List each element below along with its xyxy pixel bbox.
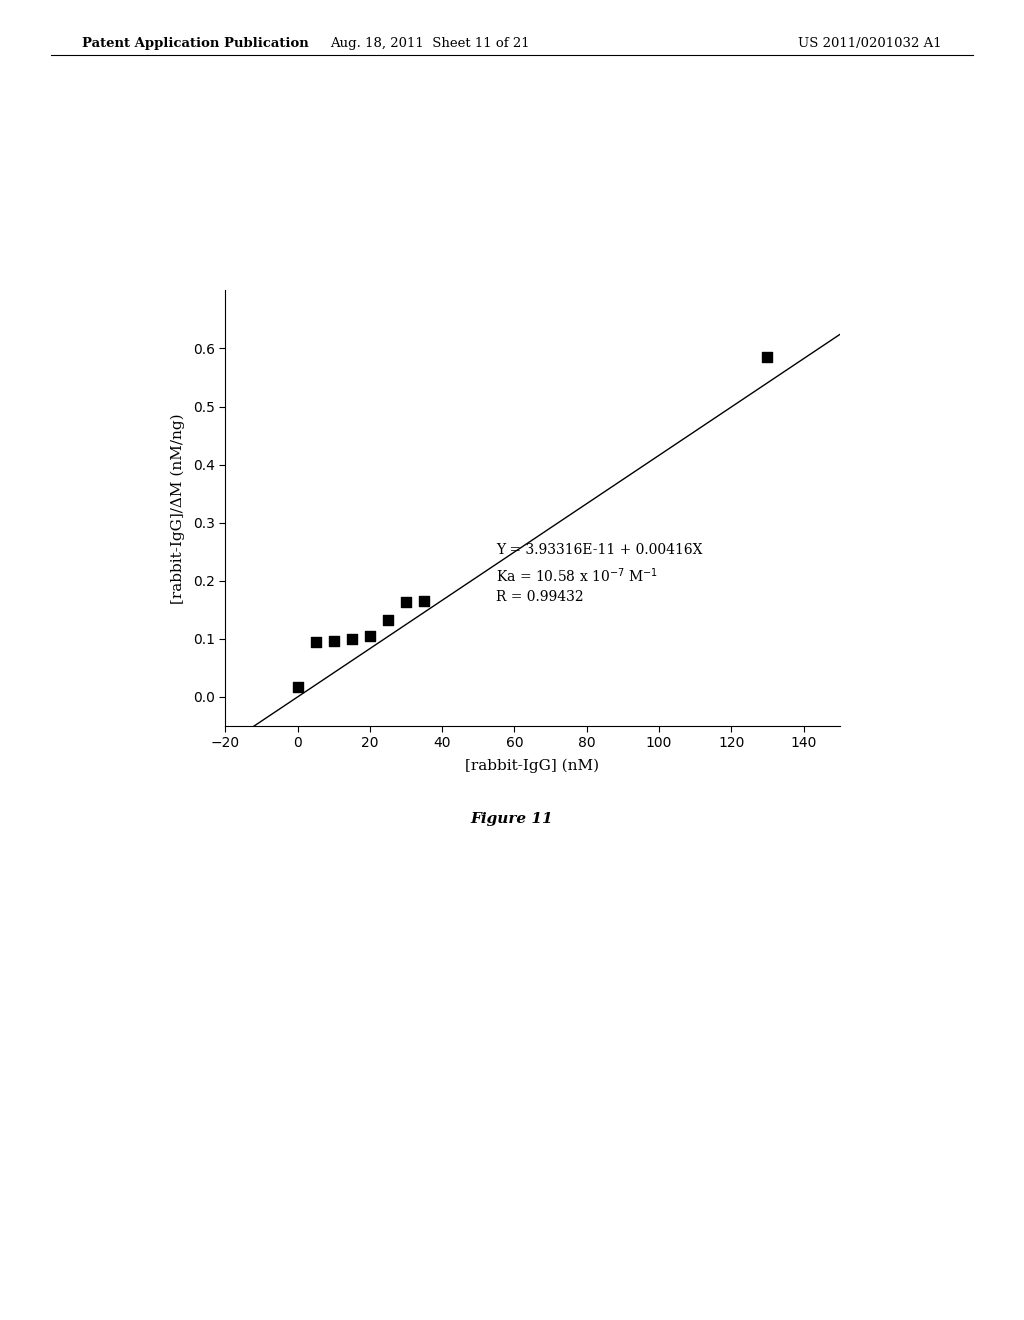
Text: Aug. 18, 2011  Sheet 11 of 21: Aug. 18, 2011 Sheet 11 of 21	[331, 37, 529, 50]
Point	[290, 676, 306, 697]
Text: Patent Application Publication: Patent Application Publication	[82, 37, 308, 50]
X-axis label: [rabbit-IgG] (nM): [rabbit-IgG] (nM)	[466, 759, 599, 774]
Text: US 2011/0201032 A1: US 2011/0201032 A1	[799, 37, 942, 50]
Point	[361, 626, 378, 647]
Point	[416, 590, 432, 611]
Text: Ka = 10.58 x 10$^{-7}$ M$^{-1}$: Ka = 10.58 x 10$^{-7}$ M$^{-1}$	[497, 566, 658, 585]
Point	[326, 630, 342, 651]
Point	[344, 628, 360, 649]
Text: Figure 11: Figure 11	[471, 812, 553, 826]
Text: Y = 3.93316E-11 + 0.00416X: Y = 3.93316E-11 + 0.00416X	[497, 543, 702, 557]
Point	[397, 591, 414, 612]
Text: R = 0.99432: R = 0.99432	[497, 590, 584, 603]
Point	[759, 347, 775, 368]
Point	[307, 631, 324, 652]
Y-axis label: [rabbit-IgG]/ΔM (nM/ng): [rabbit-IgG]/ΔM (nM/ng)	[170, 413, 184, 603]
Point	[380, 609, 396, 630]
